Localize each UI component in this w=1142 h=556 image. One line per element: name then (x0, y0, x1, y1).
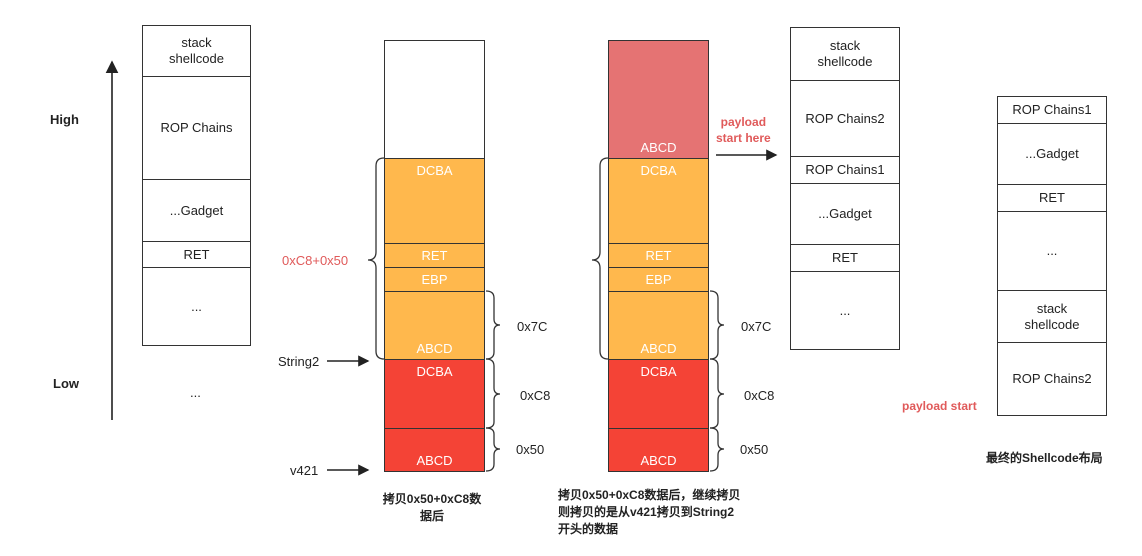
stack2-size-50: 0x50 (516, 442, 545, 457)
stack1-cell-rop-chains: ROP Chains (142, 76, 251, 180)
stack1-cell-shellcode: stack shellcode (142, 25, 251, 77)
stack5-cell-ret: RET (997, 184, 1107, 212)
stack1-below-ellipsis: ... (190, 385, 201, 400)
stack2-cell-ret: RET (384, 243, 485, 268)
stack2-size-7c: 0x7C (517, 319, 548, 334)
stack3-cell-abcd-red: ABCD (608, 428, 709, 472)
stack2-cell-ebp: EBP (384, 267, 485, 292)
stack2-size-c8: 0xC8 (520, 388, 551, 403)
final-layout-caption: 最终的Shellcode布局 (986, 451, 1103, 465)
stack3-cell-ret: RET (608, 243, 709, 268)
stack5-cell-gadget: ...Gadget (997, 123, 1107, 185)
stack3-cell-abcd-overflow: ABCD (608, 40, 709, 159)
axis-low-label: Low (53, 376, 79, 391)
stack4-cell-shellcode: stack shellcode (790, 27, 900, 81)
stack2-cell-abcd-string2: ABCD (384, 291, 485, 360)
stack3-size-c8: 0xC8 (744, 388, 775, 403)
brace-7c-stack3 (709, 290, 725, 360)
stack5-cell-rop-chains2: ROP Chains2 (997, 342, 1107, 416)
stack1-cell-ellipsis: ... (142, 267, 251, 346)
stack5-cell-shellcode: stack shellcode (997, 290, 1107, 343)
brace-50-stack3 (709, 427, 725, 472)
stack3-size-50: 0x50 (740, 442, 769, 457)
stack5-cell-rop-chains1: ROP Chains1 (997, 96, 1107, 124)
stack4-cell-rop-chains1: ROP Chains1 (790, 156, 900, 184)
stack2-total-size-label: 0xC8+0x50 (282, 253, 349, 268)
stack2-cell-empty (384, 40, 485, 159)
stack5-cell-ellipsis: ... (997, 211, 1107, 291)
stack1-cell-ret: RET (142, 241, 251, 268)
brace-7c-stack2 (485, 290, 501, 360)
stack3-cell-dcba-top: DCBA (608, 158, 709, 244)
stack2-cell-dcba-red: DCBA (384, 359, 485, 429)
stack4-cell-ret: RET (790, 244, 900, 272)
payload-start-label: payload start (902, 399, 977, 413)
stack4-cell-ellipsis: ... (790, 271, 900, 350)
brace-c8-stack3 (709, 358, 725, 429)
stack3-cell-ebp: EBP (608, 267, 709, 292)
stack2-cell-abcd-v421: ABCD (384, 428, 485, 472)
stack3-size-7c: 0x7C (741, 319, 772, 334)
brace-total-stack3 (591, 157, 609, 360)
stack3-cell-dcba-red: DCBA (608, 359, 709, 429)
stack2-caption: 拷贝0x50+0xC8数 据后 (382, 492, 482, 523)
string2-label: String2 (278, 354, 320, 369)
v421-label: v421 (290, 463, 319, 478)
stack3-caption: 拷贝0x50+0xC8数据后，继续拷贝 则拷贝的是从v421拷贝到String2… (558, 488, 741, 536)
stack1-cell-gadget: ...Gadget (142, 179, 251, 242)
stack2-cell-dcba-top: DCBA (384, 158, 485, 244)
stack4-cell-gadget: ...Gadget (790, 183, 900, 245)
stack3-cell-abcd: ABCD (608, 291, 709, 360)
stack4-cell-rop-chains2: ROP Chains2 (790, 80, 900, 157)
brace-total-stack2 (367, 157, 385, 360)
brace-c8-stack2 (485, 358, 501, 429)
payload-start-here-label: payload start here (716, 115, 771, 145)
brace-50-stack2 (485, 427, 501, 472)
axis-high-label: High (50, 112, 79, 127)
